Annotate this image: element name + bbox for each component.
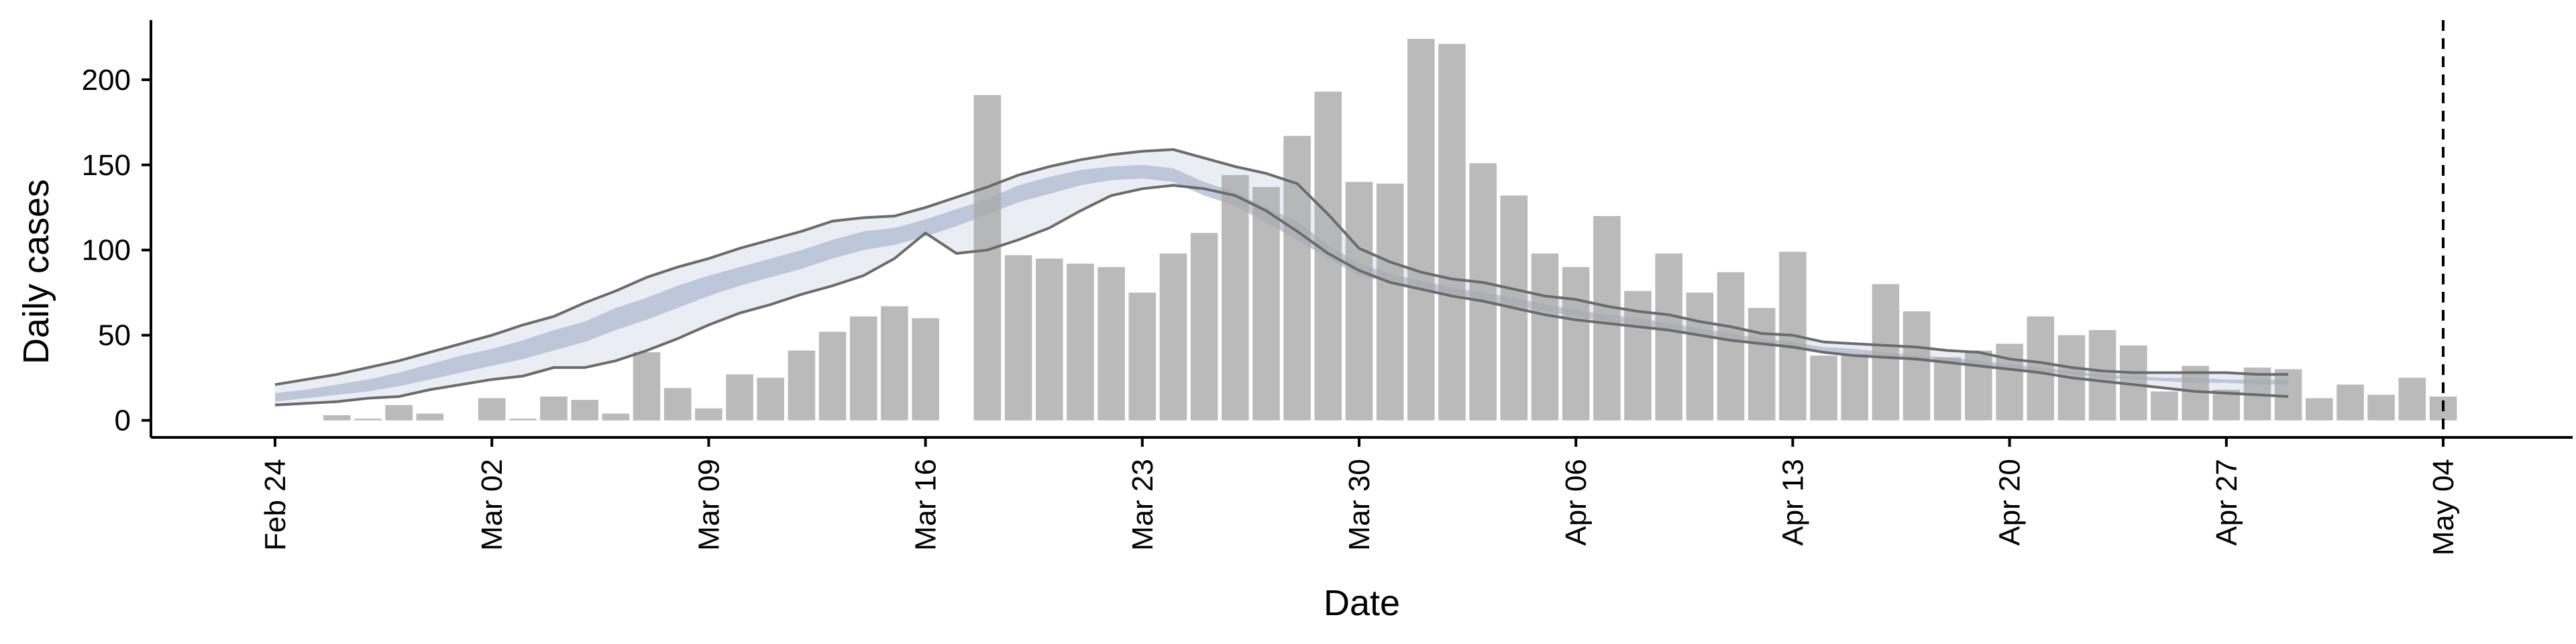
y-axis-label: Daily cases [16,179,56,364]
bar [1190,233,1218,421]
bar [1097,267,1125,421]
bar [757,378,784,421]
bar [1717,272,1745,421]
bar [2027,316,2055,421]
x-tick-label: Mar 09 [692,459,725,551]
bar [1872,284,1900,421]
bar [1902,311,1931,421]
bar [1469,163,1497,421]
bar [1407,38,1435,421]
bar [849,316,877,421]
bar [1996,343,2023,421]
bar [416,413,444,421]
x-tick-label: Mar 23 [1126,459,1159,551]
x-tick-label: May 04 [2427,459,2460,555]
x-tick-label: Mar 16 [910,459,943,551]
y-tick-label: 50 [98,319,131,352]
x-tick-label: Apr 13 [1776,459,1809,546]
y-tick-label: 200 [82,64,131,97]
bar [354,419,382,421]
x-axis-ticks: Feb 24 Mar 02 Mar 09 Mar 16 Mar 23 Mar 30 Apr … [259,437,2460,555]
bar [633,352,661,421]
bar [2088,330,2116,421]
bar [571,400,598,421]
bar [1067,264,1094,421]
y-tick-label: 0 [115,405,131,437]
y-axis-ticks: 0 50 100 150 200 [82,64,151,437]
bar [478,398,506,421]
interval-outlines [274,148,2289,407]
bar [1159,253,1187,421]
bar [1655,253,1682,421]
bar [2367,394,2395,421]
bar [1965,350,1992,421]
bar [2398,378,2426,421]
x-tick-label: Apr 27 [2210,459,2243,546]
bar [1314,91,1342,421]
bar [1438,44,1466,421]
y-tick-label: 150 [82,149,131,182]
bar [695,408,722,421]
outer-lower-line [274,184,2289,407]
bar [385,405,413,421]
bar [663,388,692,421]
x-tick-label: Apr 20 [1994,459,2027,546]
bar-series [323,38,2457,421]
outer-upper-line [274,148,2289,386]
bar [1004,255,1032,421]
axes [150,20,2573,439]
bar [1283,136,1311,421]
bar [1128,292,1157,421]
bar [2306,398,2333,421]
bar [1686,292,1714,421]
bar [540,396,568,421]
bar [726,374,753,421]
bar [509,419,537,421]
bar [788,350,816,421]
bar [1562,267,1590,421]
bar [881,306,908,421]
bar [2151,391,2178,421]
x-tick-label: Apr 06 [1560,459,1593,546]
bar [1222,175,1249,421]
bar [818,331,847,421]
bar [1036,258,1063,421]
bar [1841,354,1868,421]
bar [1376,183,1404,421]
bar [602,413,630,421]
bar [1810,356,1837,421]
x-tick-label: Mar 30 [1343,459,1376,551]
y-tick-label: 100 [82,234,131,267]
x-axis-label: Date [1324,583,1400,623]
bar [1252,186,1280,421]
x-tick-label: Mar 02 [476,459,508,551]
bar [1933,357,1962,421]
bar [323,415,351,421]
bar [2337,384,2364,421]
bar [1593,216,1621,421]
bar [1345,182,1373,421]
bar [973,95,1002,421]
bar [1531,253,1559,421]
x-tick-label: Feb 24 [259,459,292,551]
bar [1748,308,1776,421]
bar [912,318,939,421]
